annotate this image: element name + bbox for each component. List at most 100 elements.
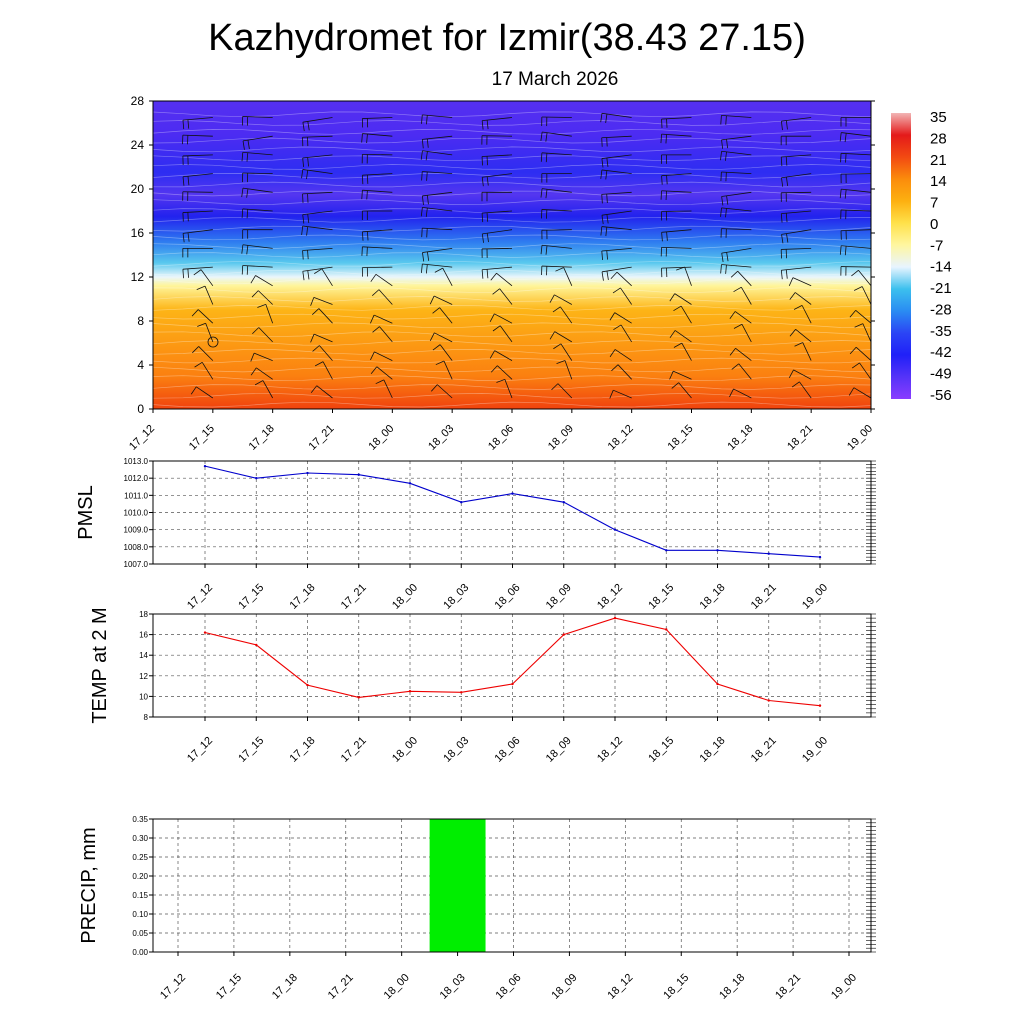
data-point <box>255 477 257 479</box>
data-point <box>204 631 206 633</box>
chart-title: Kazhydromet for Izmir(38.43 27.15) <box>208 17 806 59</box>
heatmap-x-tick-label: 17_21 <box>307 423 337 453</box>
data-point <box>665 628 667 630</box>
wind-barb-shaft <box>138 329 153 342</box>
heatmap-x-tick-label: 18_03 <box>426 423 456 453</box>
y-tick-label: 14 <box>139 651 148 660</box>
data-point <box>511 492 513 494</box>
heatmap-x-tick-label: 18_21 <box>785 423 815 453</box>
wind-barb-shaft <box>542 117 572 118</box>
wind-barb-shaft <box>123 207 153 211</box>
panel-frame <box>153 819 871 952</box>
panel-ylabel: PMSL <box>75 485 97 539</box>
wind-barb-shaft <box>482 248 512 249</box>
wind-barb-shaft <box>841 174 871 175</box>
x-tick-label: 18_18 <box>717 972 747 1002</box>
wind-barb-shaft <box>243 173 273 174</box>
data-point <box>358 696 360 698</box>
heatmap-x-tick-label: 18_15 <box>666 423 696 453</box>
heatmap-x-tick-label: 18_18 <box>725 423 755 453</box>
colorbar-label: -14 <box>930 259 952 276</box>
x-tick-label: 18_15 <box>646 582 676 612</box>
heatmap-y-tick-label: 8 <box>137 314 144 328</box>
wind-barb-flag <box>128 159 129 168</box>
x-tick-label: 18_00 <box>382 972 412 1002</box>
y-tick-label: 0.00 <box>132 948 148 957</box>
y-tick-label: 16 <box>139 631 148 640</box>
y-tick-label: 0.05 <box>132 929 148 938</box>
colorbar-label: -28 <box>930 301 952 318</box>
data-point <box>716 549 718 551</box>
wind-barb-flag <box>122 207 123 216</box>
wind-barb-flag <box>122 228 123 237</box>
heatmap-x-tick-label: 18_09 <box>546 423 576 453</box>
heatmap-x-tick-label: 18_12 <box>606 423 636 453</box>
y-tick-label: 1007.0 <box>124 560 149 569</box>
x-tick-label: 17_21 <box>339 735 369 765</box>
data-point <box>358 474 360 476</box>
wind-barb-shaft <box>482 136 512 137</box>
y-tick-label: 0.20 <box>132 872 148 881</box>
x-tick-label: 18_09 <box>544 735 574 765</box>
y-tick-label: 0.10 <box>132 910 148 919</box>
heatmap-x-tick-label: 18_06 <box>486 423 516 453</box>
colorbar-label: 21 <box>930 152 947 169</box>
y-tick-label: 1008.0 <box>124 543 149 552</box>
panel-ylabel: PRECIP, mm <box>78 827 100 943</box>
data-point <box>563 501 565 503</box>
x-tick-label: 18_15 <box>661 972 691 1002</box>
data-point <box>819 556 821 558</box>
wind-barb-flag <box>127 228 128 237</box>
y-tick-label: 0.25 <box>132 853 148 862</box>
wind-barb-shaft <box>123 248 153 252</box>
data-point <box>409 690 411 692</box>
wind-barb-flag <box>122 171 123 180</box>
wind-barb-shaft <box>362 154 392 155</box>
x-tick-label: 18_06 <box>494 972 524 1002</box>
precip-bar <box>430 819 486 952</box>
wind-barb-flag <box>127 264 128 273</box>
x-tick-label: 17_12 <box>158 972 188 1002</box>
heatmap-x-tick-label: 17_12 <box>127 423 157 453</box>
x-tick-label: 18_06 <box>493 582 523 612</box>
x-tick-label: 19_00 <box>800 735 830 765</box>
wind-barb-flag <box>128 251 129 260</box>
x-tick-label: 18_03 <box>441 582 471 612</box>
wind-barb-shaft <box>145 305 153 323</box>
wind-barb-flag <box>122 263 123 272</box>
data-point <box>819 704 821 706</box>
wind-barb-shaft <box>142 381 153 398</box>
wind-barb-shaft <box>781 192 811 193</box>
data-point <box>460 501 462 503</box>
x-tick-label: 18_15 <box>646 735 676 765</box>
wind-barb-flag <box>123 139 124 148</box>
heatmap-y-tick-label: 12 <box>131 270 145 284</box>
x-tick-label: 18_18 <box>698 735 728 765</box>
x-tick-label: 18_12 <box>595 582 625 612</box>
x-tick-label: 17_15 <box>214 972 244 1002</box>
y-tick-label: 0.30 <box>132 834 148 843</box>
heatmap-y-tick-label: 4 <box>137 358 144 372</box>
x-tick-label: 19_00 <box>800 582 830 612</box>
heatmap-x-tick-label: 19_00 <box>845 423 875 453</box>
wind-barb-flag <box>123 160 124 169</box>
x-tick-label: 17_21 <box>326 972 356 1002</box>
wind-barb-flag <box>131 369 136 377</box>
colorbar-label: -42 <box>930 344 952 361</box>
wind-barb-shaft <box>138 292 153 305</box>
colorbar-label: -21 <box>930 280 952 297</box>
wind-barb-shaft <box>662 211 692 212</box>
x-tick-label: 18_00 <box>390 735 420 765</box>
heatmap-x-tick-label: 17_18 <box>247 423 277 453</box>
x-tick-label: 17_18 <box>288 582 318 612</box>
colorbar-label: 7 <box>930 195 938 212</box>
x-tick-label: 18_00 <box>390 582 420 612</box>
panel-frame <box>153 461 871 564</box>
wind-barb-flag <box>127 115 128 124</box>
x-tick-label: 17_18 <box>288 735 318 765</box>
heatmap-y-tick-label: 20 <box>131 182 145 196</box>
chart-subtitle: 17 March 2026 <box>492 69 619 90</box>
x-tick-label: 18_12 <box>595 735 625 765</box>
